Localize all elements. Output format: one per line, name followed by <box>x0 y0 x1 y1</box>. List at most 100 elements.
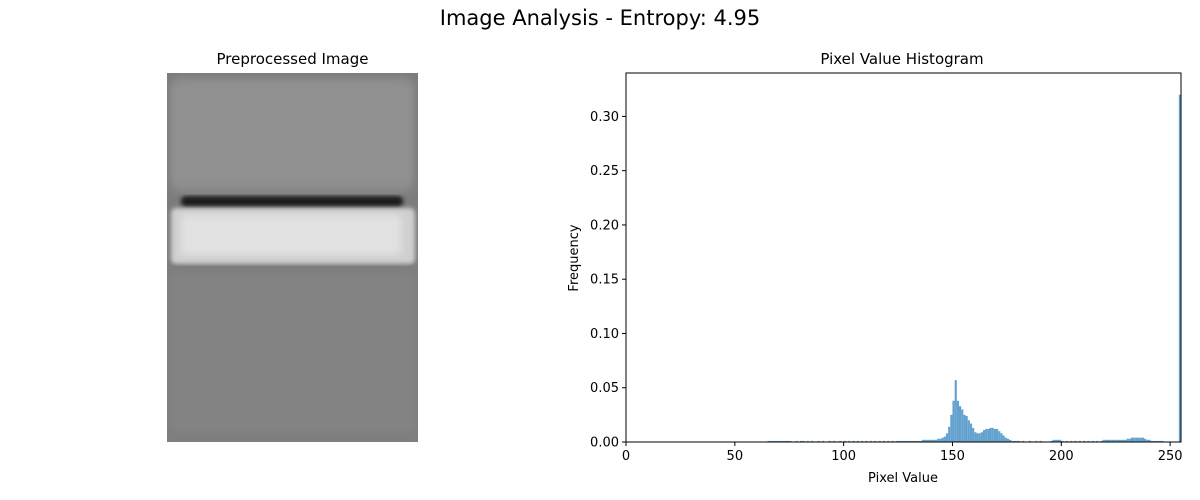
y-tick-label: 0.05 <box>590 381 619 396</box>
histogram-bar <box>1087 440 1090 442</box>
histogram-bar <box>904 440 907 442</box>
histogram-bar <box>1133 437 1136 442</box>
histogram-bar <box>778 440 781 442</box>
histogram-bar <box>1004 437 1007 442</box>
histogram-bar <box>954 380 957 442</box>
histogram-bar <box>769 440 772 442</box>
histogram-bar <box>998 431 1001 442</box>
histogram-bar <box>980 432 983 442</box>
histogram-bar <box>924 439 927 442</box>
histogram-bar <box>965 415 968 442</box>
histogram-bar <box>1115 439 1118 442</box>
histogram-bar <box>865 440 868 442</box>
figure-title: Image Analysis - Entropy: 4.95 <box>439 6 761 30</box>
histogram-bar <box>1122 439 1125 442</box>
histogram-bar <box>987 428 990 442</box>
histogram-bar <box>952 400 955 442</box>
y-tick-label: 0.00 <box>590 436 619 451</box>
histogram-bar <box>767 440 770 442</box>
histogram-bar <box>935 439 938 442</box>
plot-frame <box>625 72 1182 443</box>
histogram-bar <box>972 427 975 442</box>
histogram-bar <box>1159 440 1162 442</box>
histogram-bar <box>1128 438 1131 442</box>
histogram-bar <box>967 420 970 442</box>
histogram-bar <box>1061 440 1064 442</box>
histogram-bar <box>978 433 981 442</box>
histogram-bar <box>821 440 825 442</box>
histogram-bar <box>989 427 992 442</box>
histogram-bar <box>959 406 962 442</box>
histogram-bar <box>784 440 788 442</box>
histogram-bar <box>800 440 803 442</box>
histogram-bar <box>1157 440 1160 442</box>
histogram-bar <box>1161 440 1164 442</box>
histogram-bar <box>1015 440 1018 442</box>
histogram-title: Pixel Value Histogram <box>820 50 984 68</box>
histogram-bar <box>780 440 783 442</box>
histogram-bar <box>915 440 918 442</box>
histogram-bar <box>956 400 959 442</box>
y-axis-ticks: 0.00 0.05 0.10 0.15 0.20 0.25 0.30 <box>590 110 626 451</box>
y-tick-label: 0.15 <box>590 273 619 288</box>
histogram-bar <box>963 414 966 442</box>
histogram-bar <box>1113 439 1116 442</box>
histogram-bar <box>1137 437 1140 442</box>
histogram-bar <box>961 409 964 442</box>
histogram-bar <box>843 440 846 442</box>
histogram-bar <box>1152 440 1155 442</box>
histogram-bar <box>1017 440 1020 442</box>
histogram-bar <box>1111 439 1114 442</box>
image-panel-title: Preprocessed Image <box>216 50 369 68</box>
histogram-bar <box>852 440 855 442</box>
histogram-bar <box>828 440 831 442</box>
histogram-bar <box>985 428 988 442</box>
x-tick-label: 250 <box>1158 449 1183 464</box>
histogram-bar <box>1011 440 1014 442</box>
y-tick-label: 0.20 <box>590 218 619 233</box>
histogram-bar <box>1006 438 1010 442</box>
histogram-bar <box>1117 439 1121 442</box>
histogram-bar <box>882 440 885 442</box>
x-tick-label: 150 <box>940 449 965 464</box>
histogram-bar <box>782 440 785 442</box>
histogram-bar <box>1059 439 1062 442</box>
histogram-bar <box>1083 440 1086 442</box>
y-axis-label: Frequency <box>567 224 582 291</box>
histogram-bar <box>848 440 851 442</box>
x-tick-label: 200 <box>1049 449 1074 464</box>
histogram-bar <box>902 440 905 442</box>
histogram-bar <box>1054 439 1057 442</box>
histogram-bar <box>1120 439 1123 442</box>
histogram-bar <box>1109 439 1112 442</box>
histogram-bar <box>1000 433 1003 442</box>
histogram-bar <box>1150 440 1153 442</box>
histogram-bar <box>1124 439 1127 442</box>
histogram-bar <box>1074 440 1077 442</box>
histogram-bar <box>1028 440 1031 442</box>
histogram-bar <box>856 440 859 442</box>
histogram-bar <box>1050 440 1053 442</box>
histogram-bar <box>898 440 901 442</box>
histogram-bar <box>1107 439 1110 442</box>
x-axis-label: Pixel Value <box>868 471 938 486</box>
histogram-bar <box>874 440 877 442</box>
histogram-bar <box>948 426 951 442</box>
histogram-bar <box>1141 437 1144 442</box>
histogram-bar <box>1139 437 1142 442</box>
histogram-bar <box>1078 440 1081 442</box>
histogram-bar <box>774 440 777 442</box>
histogram-bar <box>1009 439 1012 442</box>
histogram-bar <box>1144 438 1147 442</box>
histogram-bar <box>945 433 949 442</box>
histogram-bar <box>939 438 942 442</box>
histogram-bar <box>891 440 894 442</box>
histogram-bar <box>817 440 820 442</box>
histogram-bar <box>930 439 933 442</box>
y-tick-label: 0.30 <box>590 110 619 125</box>
histogram-bar <box>937 438 940 442</box>
histogram-bar <box>806 440 809 442</box>
histogram-bar <box>991 427 994 442</box>
histogram-bar <box>1102 439 1105 442</box>
histogram-bar <box>906 440 909 442</box>
